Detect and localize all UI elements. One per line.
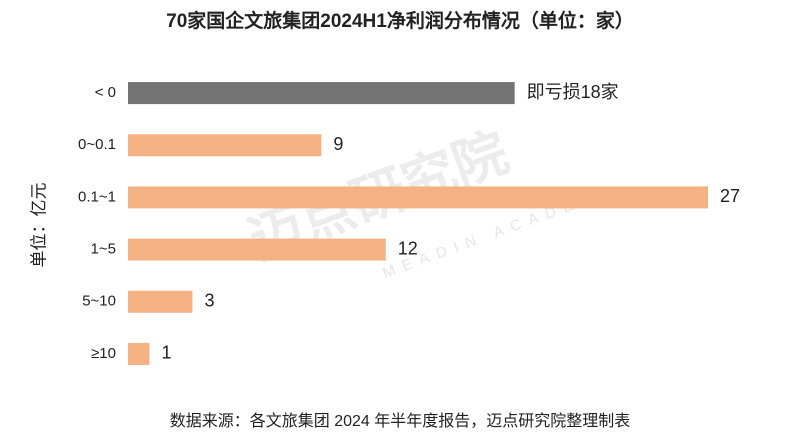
y-axis-label: 单位：亿元: [29, 183, 48, 268]
bar: [128, 342, 150, 365]
value-label: 12: [398, 238, 418, 258]
source-note: 数据来源：各文旅集团 2024 年半年度报告，迈点研究院整理制表: [170, 412, 631, 430]
bar: [128, 238, 386, 261]
bar: [128, 82, 515, 105]
value-label: 即亏损18家: [527, 82, 619, 102]
y-tick-label: 1~5: [91, 241, 116, 258]
value-label: 3: [204, 291, 214, 311]
value-label: 27: [720, 186, 740, 206]
y-tick-label: 0.1~1: [78, 188, 116, 205]
bar: [128, 290, 193, 313]
y-tick-label: 5~10: [82, 293, 116, 310]
chart-title: 70家国企文旅集团2024H1净利润分布情况（单位：家）: [166, 9, 634, 32]
y-tick-label: < 0: [95, 84, 116, 101]
y-tick-label: ≥10: [91, 345, 116, 362]
value-label: 1: [161, 343, 171, 363]
bar: [128, 134, 322, 157]
bar: [128, 186, 708, 209]
value-label: 9: [333, 134, 343, 154]
y-tick-label: 0~0.1: [78, 136, 116, 153]
